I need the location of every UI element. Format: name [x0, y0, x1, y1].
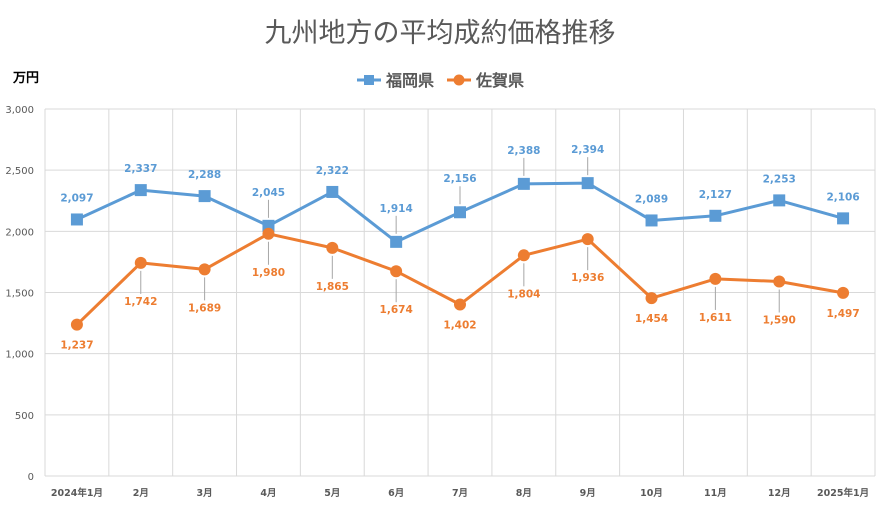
data-label: 1,611: [699, 312, 732, 324]
data-point-circle: [645, 292, 658, 305]
x-axis-ticks: 2024年1月 2月 3月 4月 5月 6月 7月 8月 9月 10月 11月 12月 2025年1月: [51, 487, 869, 499]
y-tick-label: 3,000: [5, 105, 34, 116]
data-point-circle: [70, 318, 83, 331]
data-label: 1,865: [316, 281, 349, 293]
y-tick-label: 2,500: [5, 166, 34, 177]
x-tick-label: 2025年1月: [817, 487, 869, 499]
y-tick-label: 1,000: [5, 350, 34, 361]
data-point-square: [70, 213, 83, 226]
x-tick-label: 12月: [768, 488, 791, 499]
data-point-circle: [837, 286, 850, 299]
data-label: 1,914: [380, 203, 413, 215]
y-tick-label: 0: [28, 472, 34, 483]
data-label: 1,742: [124, 296, 157, 308]
x-tick-label: 2024年1月: [51, 487, 103, 499]
data-point-circle: [326, 241, 339, 254]
data-label: 1,590: [763, 314, 796, 326]
data-point-circle: [134, 256, 147, 269]
data-label: 1,804: [507, 288, 540, 300]
data-point-square: [198, 190, 211, 203]
data-label: 2,322: [316, 165, 349, 177]
legend-label-fukuoka: 福岡県: [385, 71, 434, 90]
data-point-square: [454, 206, 466, 219]
data-point-square: [134, 184, 147, 197]
gridlines: [44, 108, 876, 477]
data-label: 2,388: [507, 145, 540, 157]
data-point-square: [837, 212, 850, 225]
data-label: 1,980: [252, 267, 285, 279]
data-label: 2,288: [188, 169, 221, 181]
x-tick-label: 3月: [197, 488, 213, 499]
y-tick-label: 500: [15, 411, 34, 422]
data-point-circle: [773, 275, 786, 288]
data-label: 1,689: [188, 302, 221, 314]
data-label: 1,936: [571, 272, 604, 284]
circle-marker-icon: [453, 74, 465, 86]
y-tick-label: 2,000: [5, 227, 34, 238]
square-marker-icon: [364, 75, 374, 85]
data-point-square: [773, 194, 786, 207]
legend-item-saga: 佐賀県: [447, 71, 524, 90]
data-point-square: [517, 177, 530, 190]
data-labels: 2,097 2,337 2,288 2,045 2,322 1,914 2,156 2,388…: [60, 144, 859, 352]
data-point-square: [581, 177, 594, 190]
x-tick-label: 6月: [388, 488, 404, 499]
data-label: 1,402: [443, 319, 476, 331]
data-label: 2,106: [826, 191, 859, 203]
data-point-circle: [517, 249, 530, 262]
data-point-square: [645, 214, 658, 227]
data-point-circle: [581, 233, 594, 246]
series-markers: [70, 177, 850, 331]
data-point-circle: [198, 263, 211, 276]
data-point-circle: [262, 227, 275, 240]
data-label: 2,045: [252, 187, 285, 199]
x-tick-label: 8月: [516, 488, 532, 499]
data-point-circle: [454, 298, 466, 311]
legend-label-saga: 佐賀県: [475, 71, 524, 90]
x-tick-label: 7月: [452, 488, 468, 499]
data-label: 2,253: [763, 173, 796, 185]
data-label: 2,097: [60, 192, 93, 204]
data-label: 1,454: [635, 313, 668, 325]
data-point-circle: [709, 272, 722, 285]
y-axis-unit-label: 万円: [12, 71, 39, 86]
data-label: 2,089: [635, 193, 668, 205]
data-label: 2,156: [443, 173, 476, 185]
data-point-square: [390, 235, 403, 248]
data-point-square: [326, 185, 339, 198]
legend-item-fukuoka: 福岡県: [357, 71, 434, 90]
x-tick-label: 2月: [133, 488, 149, 499]
x-tick-label: 10月: [640, 488, 663, 499]
data-point-circle: [390, 265, 403, 278]
data-label: 1,237: [60, 340, 93, 352]
x-tick-label: 11月: [704, 488, 727, 499]
x-tick-label: 9月: [580, 488, 596, 499]
data-label: 1,674: [380, 304, 413, 316]
x-tick-label: 4月: [260, 488, 276, 499]
y-tick-label: 1,500: [5, 289, 34, 300]
y-axis-ticks: 0 500 1,000 1,500 2,000 2,500 3,000: [5, 105, 34, 483]
data-point-square: [709, 209, 722, 222]
x-tick-label: 5月: [324, 488, 340, 499]
data-label: 2,127: [699, 189, 732, 201]
data-label: 2,337: [124, 163, 157, 175]
data-label: 2,394: [571, 144, 604, 156]
legend: 福岡県 佐賀県: [357, 71, 524, 90]
data-label: 1,497: [826, 308, 859, 320]
data-label-leader-lines: [140, 157, 780, 313]
chart-title: 九州地方の平均成約価格推移: [265, 18, 616, 49]
